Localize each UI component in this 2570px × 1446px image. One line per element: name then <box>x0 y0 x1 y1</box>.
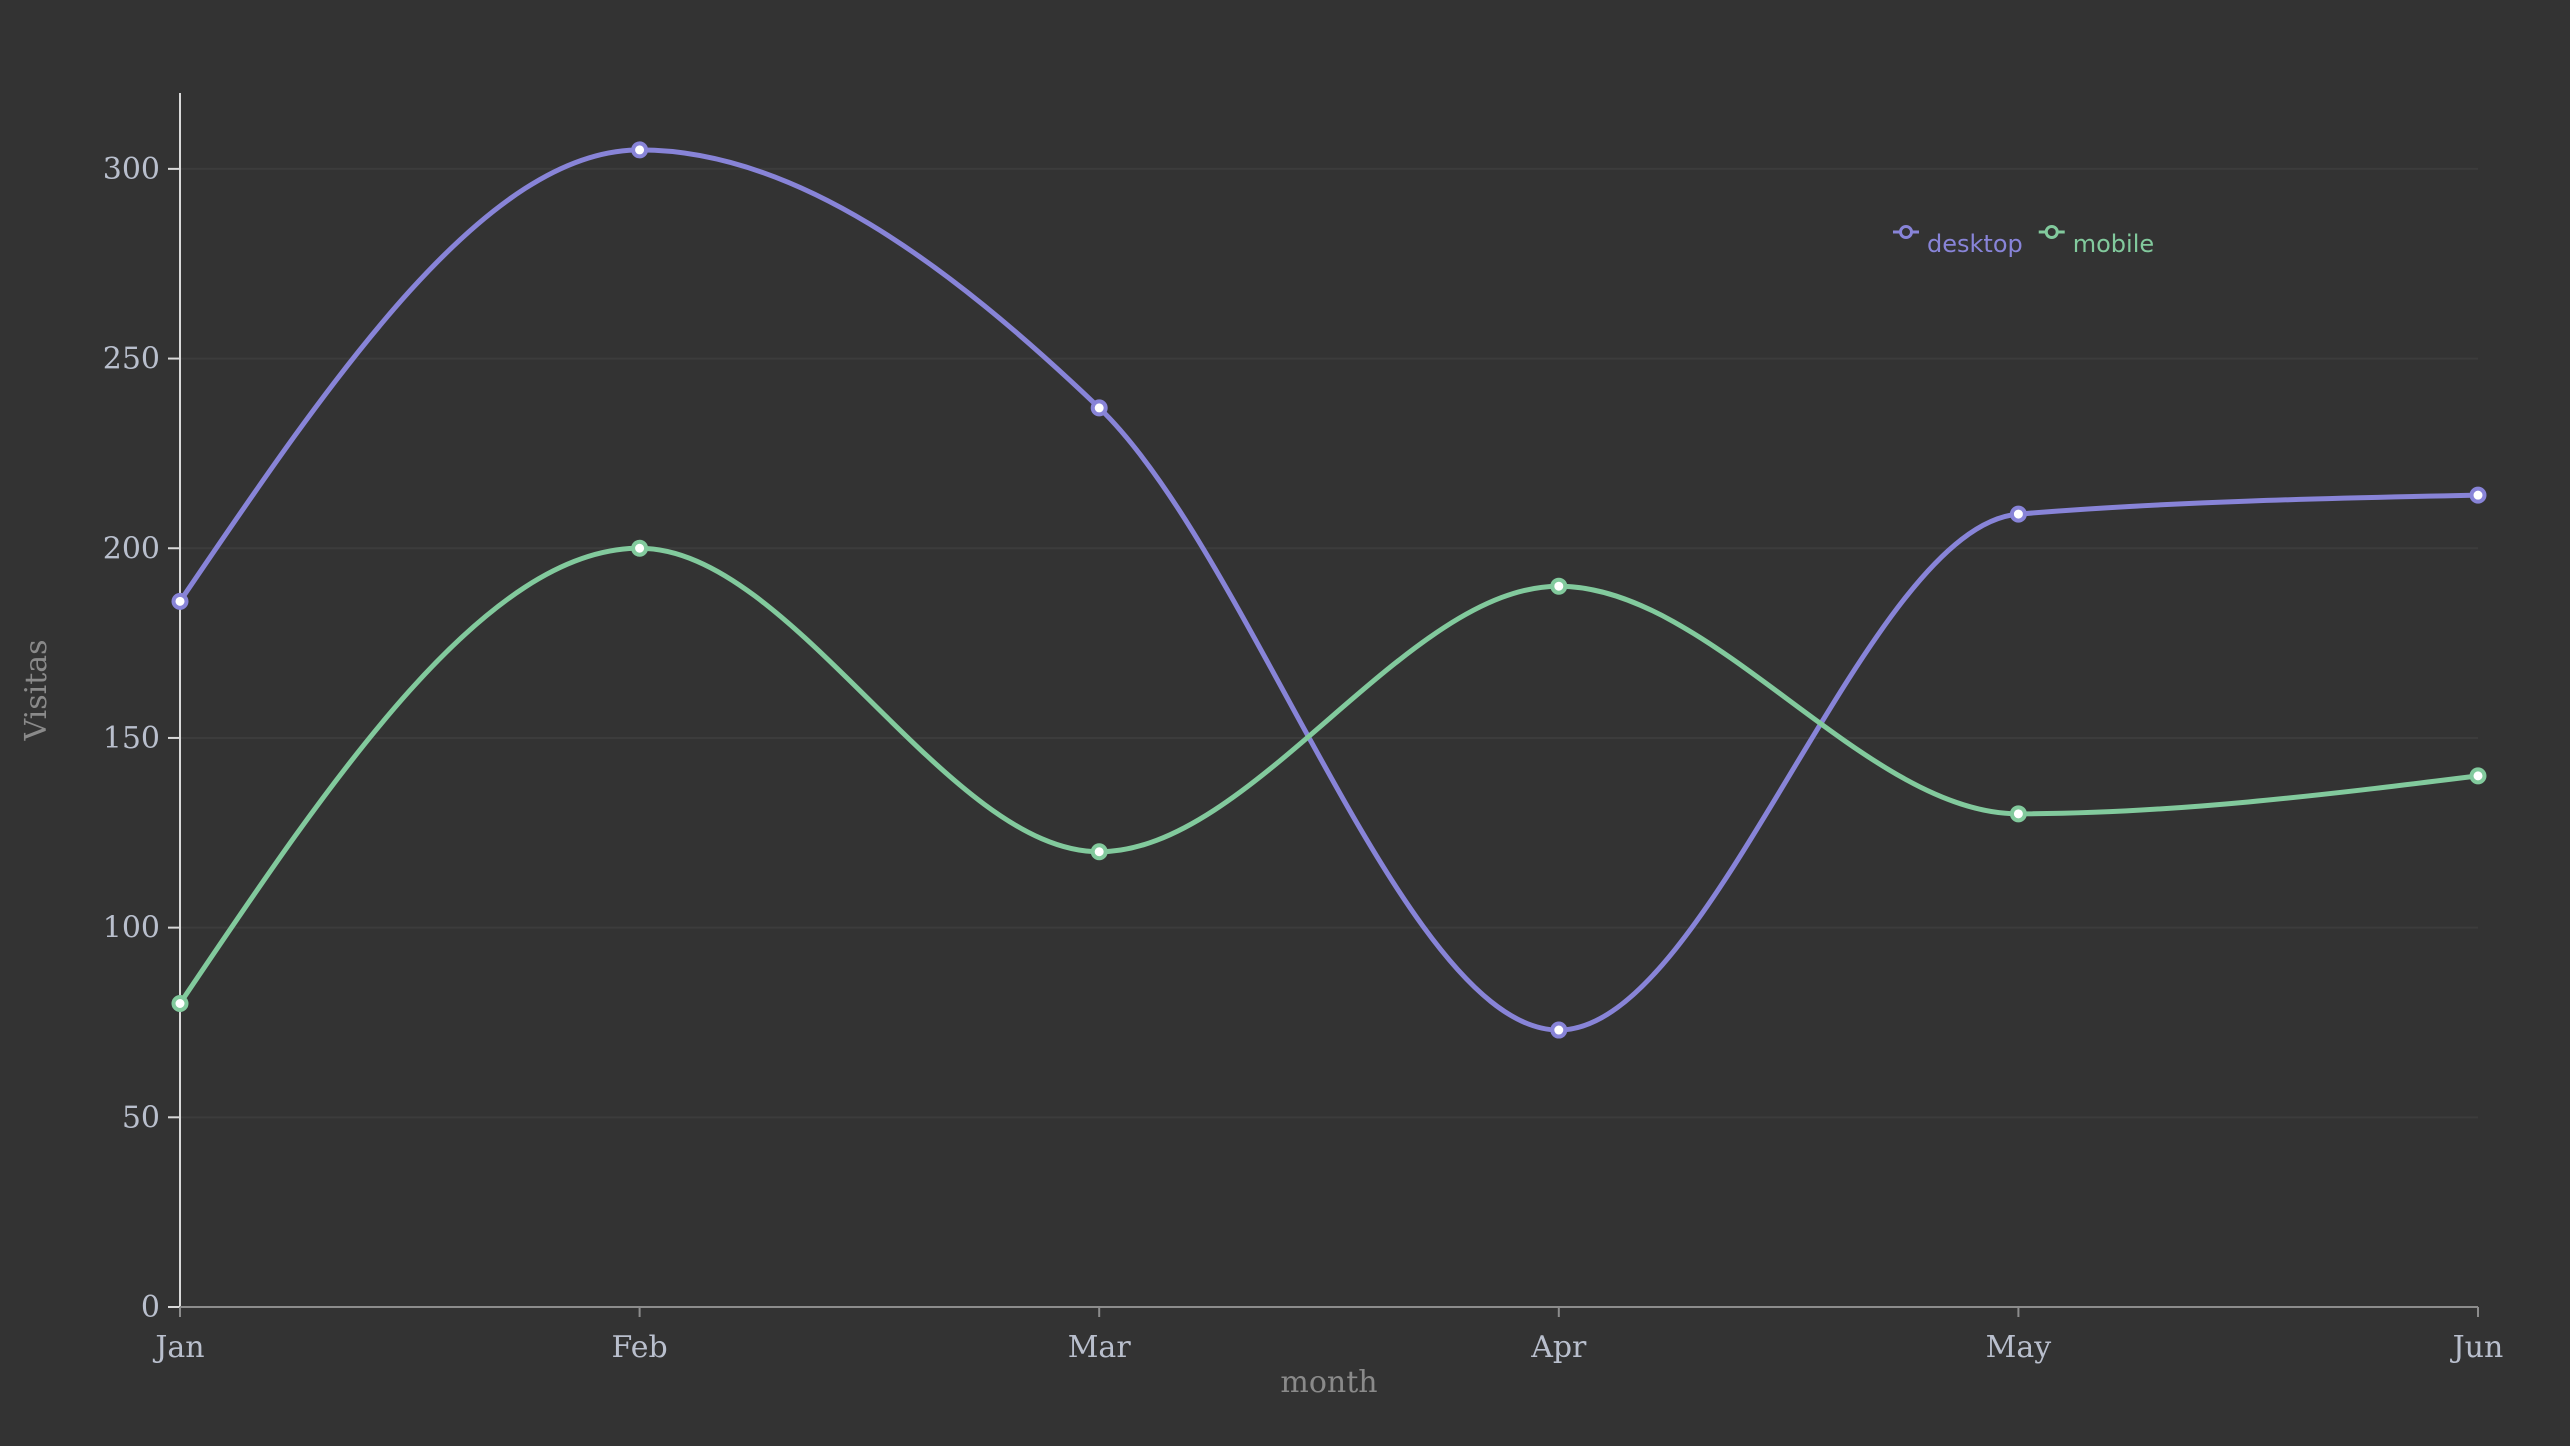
legend-label: desktop <box>1927 230 2023 258</box>
data-point-mobile[interactable] <box>1090 843 1108 861</box>
x-tick-label: Feb <box>612 1330 668 1365</box>
x-axis-ticks: Jan Feb Mar Apr May Jun <box>152 1307 2503 1365</box>
y-axis-title: Visitas <box>19 639 54 741</box>
data-point-desktop[interactable] <box>1550 1021 1568 1039</box>
x-tick-label: Apr <box>1530 1330 1587 1365</box>
data-point-desktop[interactable] <box>631 141 649 159</box>
y-tick-label: 150 <box>103 721 160 756</box>
y-axis-ticks: 0 50 100 150 200 250 300 <box>103 152 180 1325</box>
x-tick-label: Jan <box>152 1330 204 1365</box>
legend-item-mobile[interactable]: mobile <box>2038 225 2154 259</box>
x-tick-label: Mar <box>1068 1330 1132 1365</box>
y-tick-label: 300 <box>103 152 160 187</box>
x-tick-label: Jun <box>2450 1330 2504 1365</box>
data-point-mobile[interactable] <box>631 539 649 557</box>
data-point-desktop[interactable] <box>1090 399 1108 417</box>
y-tick-label: 200 <box>103 531 160 566</box>
series-line-mobile <box>177 545 2479 1005</box>
legend-label: mobile <box>2073 230 2154 258</box>
y-tick-label: 100 <box>103 911 160 946</box>
legend-item-desktop[interactable]: desktop <box>1893 225 2023 259</box>
x-tick-label: May <box>1986 1330 2052 1365</box>
legend-swatch-marker <box>1899 225 1913 239</box>
data-point-desktop[interactable] <box>171 592 189 610</box>
y-tick-label: 0 <box>141 1290 160 1325</box>
axes <box>179 93 2478 1308</box>
legend-swatch-marker <box>2044 225 2059 239</box>
data-point-mobile[interactable] <box>171 995 189 1012</box>
y-tick-label: 250 <box>103 342 160 377</box>
y-tick-label: 50 <box>122 1100 160 1135</box>
grid-lines <box>180 167 2478 1119</box>
series-mobile <box>171 539 2487 1012</box>
data-point-mobile[interactable] <box>1550 577 1568 595</box>
legend: desktop mobile <box>1893 225 2154 259</box>
data-point-desktop[interactable] <box>2469 486 2487 504</box>
series-group <box>171 141 2487 1039</box>
data-point-mobile[interactable] <box>2009 805 2027 823</box>
series-desktop <box>171 141 2487 1039</box>
data-point-desktop[interactable] <box>2009 505 2027 523</box>
data-point-mobile[interactable] <box>2469 767 2487 785</box>
x-axis-title: month <box>1280 1365 1377 1400</box>
